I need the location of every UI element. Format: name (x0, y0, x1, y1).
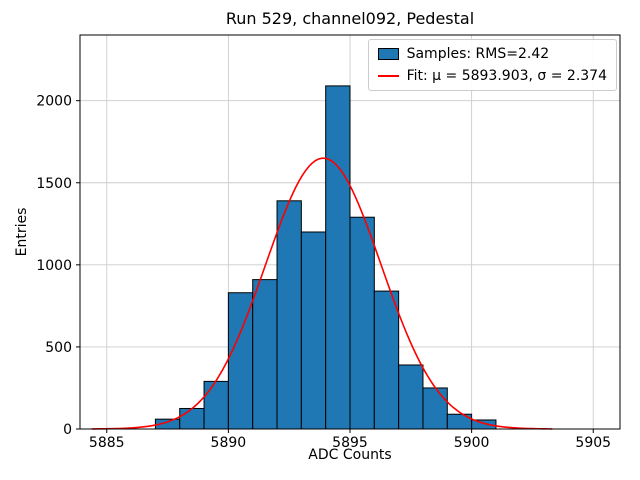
y-tick-label: 0 (63, 422, 72, 438)
x-axis-label: ADC Counts (308, 447, 392, 463)
histogram-bar (203, 380, 229, 430)
histogram-bar (227, 292, 254, 430)
x-tick-label: 5900 (454, 435, 490, 451)
fit-curve (91, 157, 553, 430)
histogram-bar (179, 407, 205, 430)
histogram-swatch (377, 48, 399, 60)
histogram-bar (398, 364, 424, 430)
y-tick-label: 500 (45, 340, 72, 356)
y-tick-label: 1500 (36, 176, 72, 192)
histogram-bar (422, 387, 448, 430)
histogram-bar (349, 216, 375, 430)
chart-title: Run 529, channel092, Pedestal (225, 9, 475, 28)
histogram-bar (325, 85, 351, 430)
x-tick-label: 5905 (575, 435, 611, 451)
y-tick-label: 2000 (36, 94, 72, 110)
x-tick-label: 5890 (211, 435, 247, 451)
x-tick-label: 5895 (332, 435, 368, 451)
histogram-bar (252, 279, 278, 430)
histogram-bar (276, 200, 302, 430)
fit-line-swatch (377, 75, 399, 77)
histogram-bar (300, 231, 327, 430)
x-tick-label: 5885 (89, 435, 125, 451)
legend-label-samples: Samples: RMS=2.42 (406, 46, 550, 62)
legend: Samples: RMS=2.42 Fit: μ = 5893.903, σ =… (367, 39, 617, 91)
legend-entry-samples: Samples: RMS=2.42 (377, 46, 607, 62)
legend-entry-fit: Fit: μ = 5893.903, σ = 2.374 (377, 68, 607, 84)
y-tick-label: 1000 (36, 258, 72, 274)
legend-label-fit: Fit: μ = 5893.903, σ = 2.374 (406, 68, 607, 84)
histogram-bar (373, 290, 400, 430)
